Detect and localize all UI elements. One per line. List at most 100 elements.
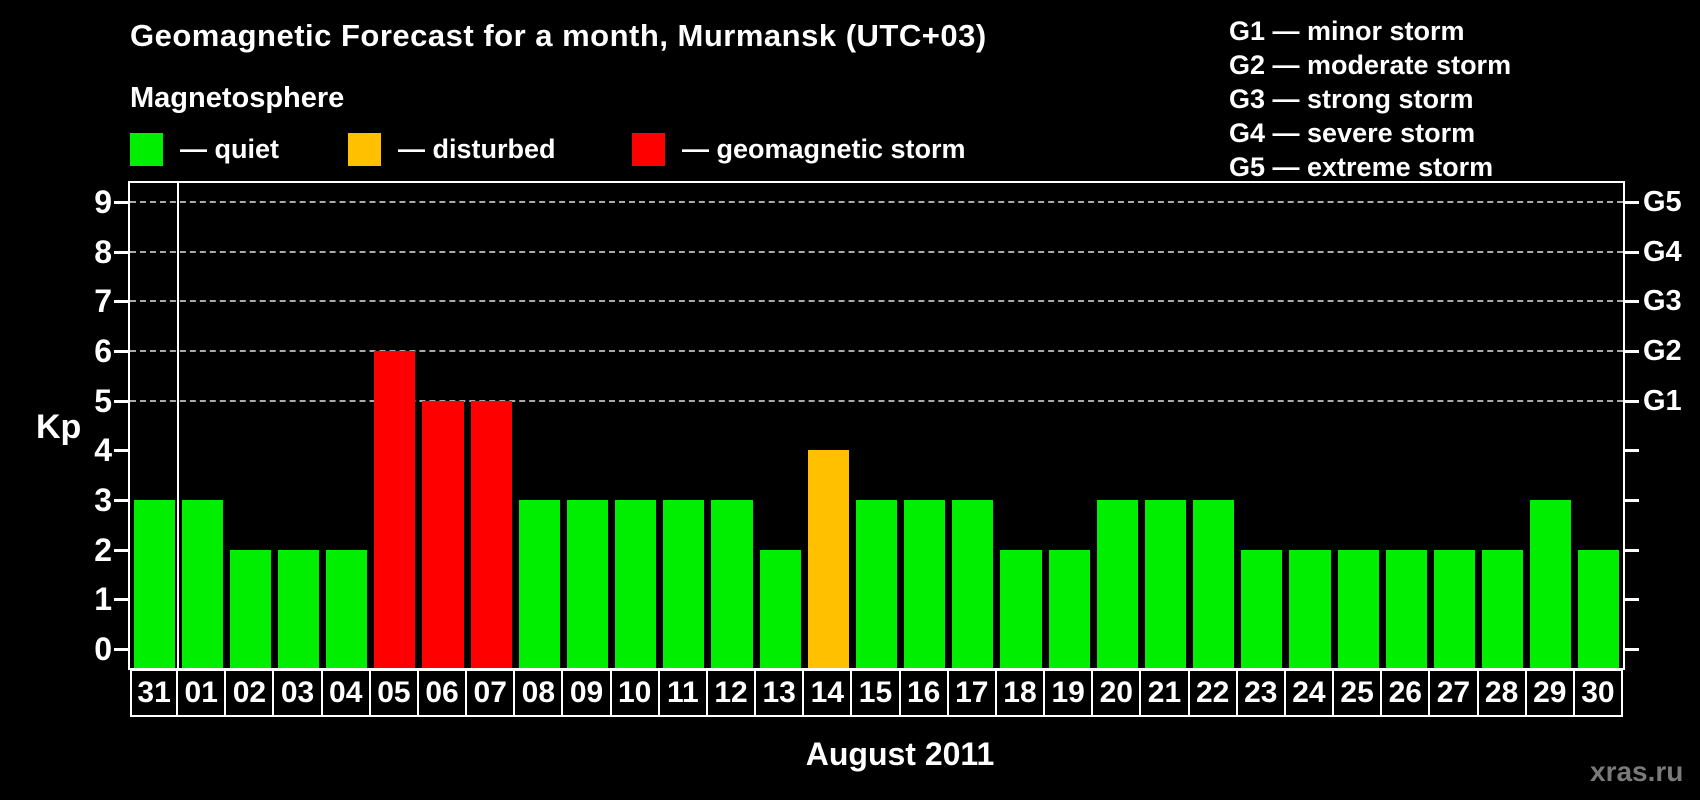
day-label-13: 13 [756,669,805,717]
day-label-18: 18 [996,669,1046,717]
y-tick-right-6 [1625,350,1639,353]
disturbed-color-swatch [348,133,381,166]
right-axis-label-g3: G3 [1643,285,1682,318]
day-label-24: 24 [1285,669,1335,717]
y-tick-left-2 [114,548,128,552]
y-axis-title: Kp [36,408,82,446]
kp-bar-day-29 [1530,500,1572,668]
day-label-08: 08 [515,669,564,717]
y-tick-label-5: 5 [94,382,112,419]
kp-bar-day-15 [855,500,898,668]
watermark: xras.ru [1590,756,1684,787]
g-scale-legend: G1 — minor storm G2 — moderate storm G3 … [1229,14,1511,184]
kp-bar-day-14 [807,450,849,668]
day-label-22: 22 [1189,669,1238,717]
chart-title: Geomagnetic Forecast for a month, Murman… [130,18,987,53]
y-tick-left-6 [114,350,128,353]
day-label-27: 27 [1430,669,1479,717]
day-label-04: 04 [322,669,371,717]
g-scale-legend-item-g2: G2 — moderate storm [1229,50,1512,80]
legend-item-storm: — geomagnetic storm [632,132,966,167]
day-label-20: 20 [1093,669,1142,717]
kp-bar-day-24 [1289,549,1331,668]
day-label-07: 07 [467,669,516,717]
day-label-28: 28 [1478,669,1527,717]
kp-bar-day-01 [181,500,223,668]
y-tick-right-1 [1625,598,1639,602]
kp-bar-day-27 [1433,549,1475,668]
day-label-01: 01 [178,669,227,717]
kp-bar-day-04 [326,549,368,668]
legend-label-disturbed: — disturbed [398,134,556,164]
legend-item-disturbed: — disturbed [348,132,556,167]
day-label-03: 03 [274,669,323,717]
kp-bar-day-26 [1385,549,1427,668]
y-tick-label-8: 8 [94,233,112,270]
day-label-29: 29 [1526,669,1575,717]
day-label-05: 05 [370,669,419,717]
right-axis-label-g5: G5 [1643,186,1682,218]
day-label-31: 31 [130,669,179,717]
day-label-14: 14 [804,669,853,717]
y-tick-right-3 [1625,499,1639,502]
day-label-16: 16 [900,669,949,717]
day-label-15: 15 [852,669,901,717]
day-label-02: 02 [226,669,275,717]
y-tick-label-7: 7 [94,283,112,320]
kp-bar-day-16 [904,500,946,668]
right-axis-label-g1: G1 [1643,384,1682,417]
legend-label-quiet: — quiet [180,134,279,164]
y-tick-right-9 [1625,201,1639,204]
y-tick-left-1 [114,598,128,602]
right-axis-label-g4: G4 [1643,235,1682,268]
g-scale-legend-item-g1: G1 — minor storm [1229,16,1465,46]
g-scale-legend-item-g3: G3 — strong storm [1229,84,1474,114]
y-tick-left-7 [114,300,128,304]
y-tick-label-0: 0 [94,631,112,667]
legend-item-quiet: — quiet [130,132,279,167]
kp-bar-day-23 [1241,549,1283,668]
storm-color-swatch [632,133,665,166]
day-label-11: 11 [659,669,708,717]
kp-bar-day-20 [1096,500,1138,668]
kp-bar-day-03 [277,549,320,668]
day-label-30: 30 [1574,669,1623,717]
kp-bar-day-30 [1578,549,1620,668]
kp-bar-day-22 [1193,500,1235,668]
day-label-06: 06 [418,669,468,717]
g-scale-legend-item-g4: G4 — severe storm [1229,118,1476,148]
kp-bar-day-02 [229,549,271,668]
kp-bar-day-19 [1048,549,1090,668]
right-axis-label-g2: G2 [1643,335,1682,367]
kp-bar-day-31 [133,500,175,668]
day-label-17: 17 [948,669,997,717]
magnetosphere-label: Magnetosphere [130,82,345,114]
y-tick-label-1: 1 [94,581,112,618]
kp-bar-day-09 [566,500,609,668]
y-tick-left-9 [114,201,128,204]
day-label-09: 09 [563,669,612,717]
gridline-kp-5 [130,399,1623,402]
kp-bar-day-10 [615,500,657,668]
day-label-21: 21 [1141,669,1190,717]
y-tick-left-0 [114,648,128,651]
legend-label-storm: — geomagnetic storm [682,134,966,164]
kp-bar-day-25 [1337,549,1379,668]
y-tick-label-9: 9 [94,184,112,220]
y-tick-right-4 [1625,449,1639,453]
y-tick-left-3 [114,499,128,502]
y-tick-right-0 [1625,648,1639,651]
y-tick-right-7 [1625,300,1639,304]
kp-bar-day-13 [759,549,801,668]
kp-bar-day-28 [1482,549,1524,668]
gridline-kp-8 [130,250,1623,253]
g-scale-legend-item-g5: G5 — extreme storm [1229,152,1494,182]
kp-bar-day-12 [711,500,753,668]
kp-bar-day-05 [374,351,416,668]
y-tick-label-4: 4 [94,432,112,469]
kp-bar-day-18 [1000,549,1042,668]
gridline-kp-9 [130,201,1623,203]
y-tick-left-5 [114,399,128,403]
gridline-kp-6 [130,350,1623,352]
